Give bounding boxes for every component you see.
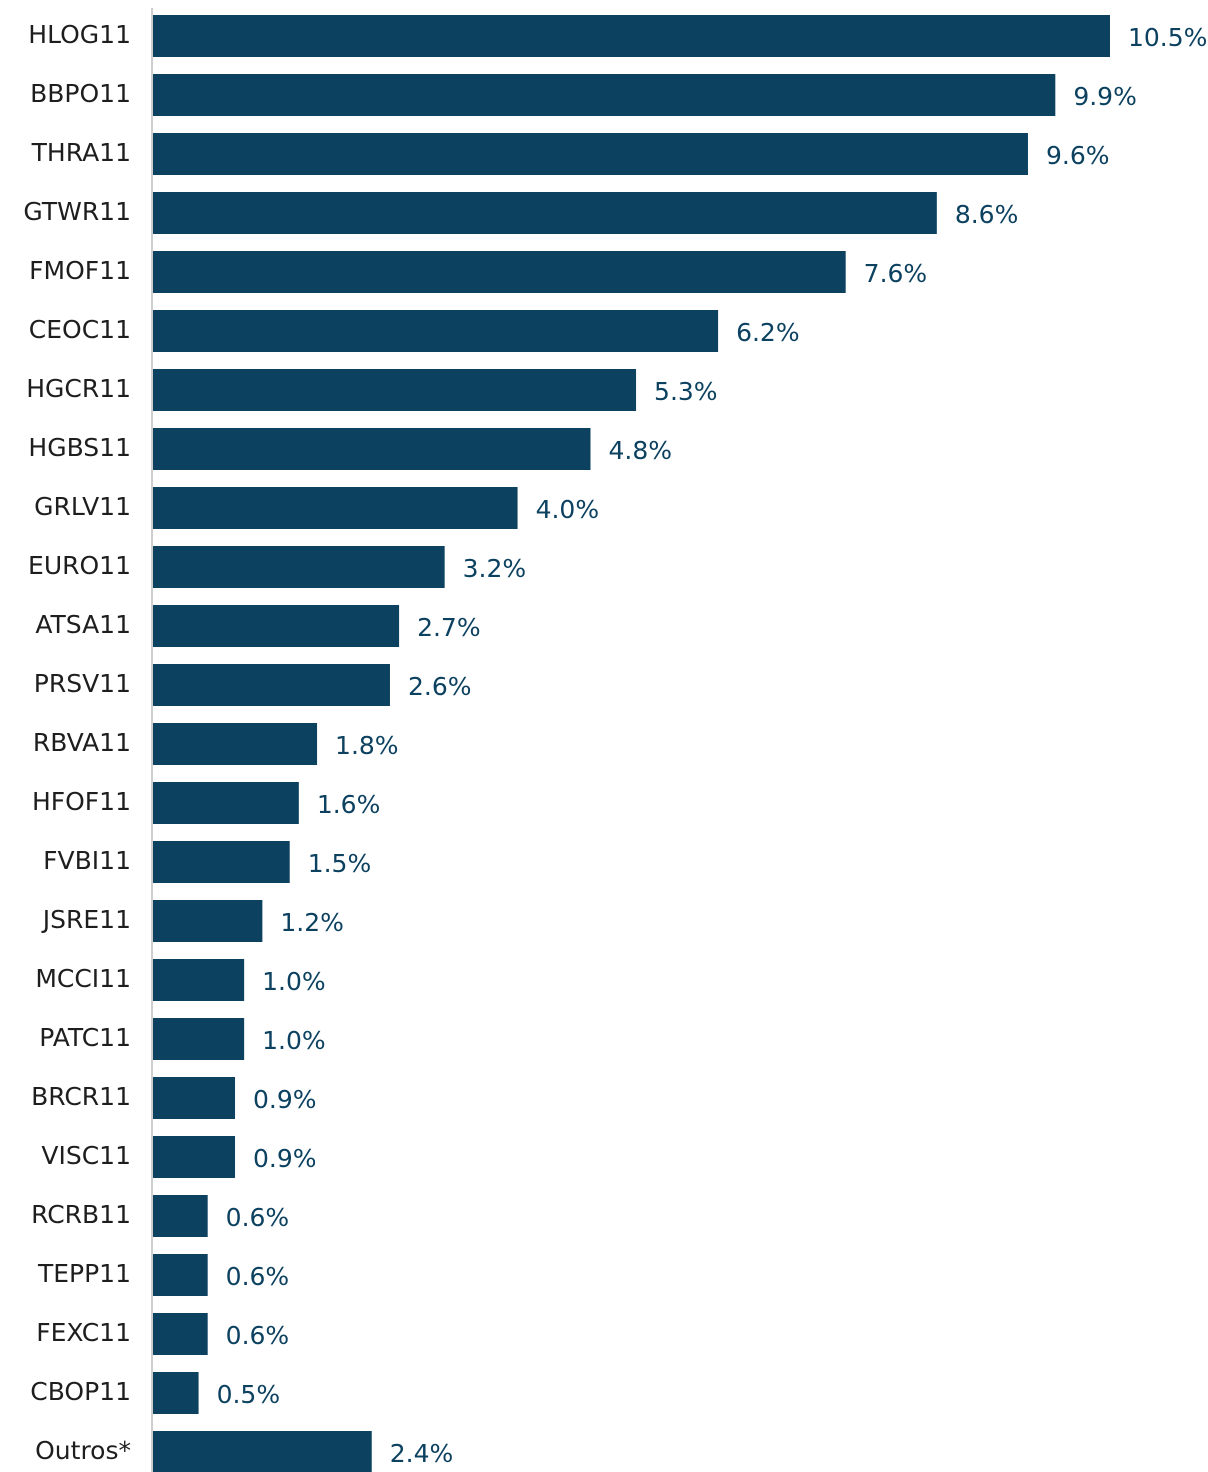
value-label: 6.2% bbox=[736, 318, 800, 347]
bar bbox=[153, 959, 245, 1001]
value-label: 0.9% bbox=[253, 1085, 317, 1114]
bar bbox=[153, 369, 637, 411]
category-label: FVBI11 bbox=[43, 846, 131, 875]
category-label: CEOC11 bbox=[29, 315, 131, 344]
category-label: PATC11 bbox=[39, 1023, 131, 1052]
category-label: VISC11 bbox=[41, 1141, 131, 1170]
category-label: HFOF11 bbox=[32, 787, 131, 816]
category-label: JSRE11 bbox=[41, 905, 131, 934]
value-label: 0.6% bbox=[226, 1262, 290, 1291]
bar bbox=[153, 487, 518, 529]
bar bbox=[153, 251, 846, 293]
category-label: Outros* bbox=[35, 1436, 131, 1465]
category-label: HGCR11 bbox=[26, 374, 131, 403]
value-label: 0.6% bbox=[226, 1203, 290, 1232]
category-label: FMOF11 bbox=[29, 256, 131, 285]
value-label: 0.6% bbox=[226, 1321, 290, 1350]
bar bbox=[153, 1372, 199, 1414]
bar bbox=[153, 310, 719, 352]
category-label: GTWR11 bbox=[23, 197, 131, 226]
bar bbox=[153, 74, 1056, 116]
value-label: 8.6% bbox=[955, 200, 1019, 229]
category-label: PRSV11 bbox=[34, 669, 131, 698]
bar bbox=[153, 1254, 208, 1296]
bar bbox=[153, 1077, 236, 1119]
bar bbox=[153, 1195, 208, 1237]
value-label: 9.9% bbox=[1073, 82, 1137, 111]
value-label: 4.8% bbox=[608, 436, 672, 465]
bar bbox=[153, 664, 390, 706]
category-label: HGBS11 bbox=[28, 433, 131, 462]
category-label: RCRB11 bbox=[31, 1200, 131, 1229]
value-label: 3.2% bbox=[463, 554, 527, 583]
category-label: RBVA11 bbox=[33, 728, 131, 757]
category-label: GRLV11 bbox=[34, 492, 131, 521]
value-label: 5.3% bbox=[654, 377, 718, 406]
value-label: 1.0% bbox=[262, 967, 326, 996]
value-label: 1.0% bbox=[262, 1026, 326, 1055]
bar bbox=[153, 428, 591, 470]
bar bbox=[153, 841, 290, 883]
value-label: 2.6% bbox=[408, 672, 472, 701]
category-label: BBPO11 bbox=[30, 79, 131, 108]
bar bbox=[153, 133, 1028, 175]
value-label: 1.2% bbox=[280, 908, 344, 937]
value-label: 0.5% bbox=[217, 1380, 281, 1409]
bar bbox=[153, 546, 445, 588]
bar bbox=[153, 605, 400, 647]
value-label: 4.0% bbox=[536, 495, 600, 524]
bar bbox=[153, 723, 318, 765]
bar bbox=[153, 1136, 236, 1178]
value-label: 1.6% bbox=[317, 790, 381, 819]
bar bbox=[153, 1431, 372, 1472]
category-label: MCCI11 bbox=[35, 964, 131, 993]
value-label: 0.9% bbox=[253, 1144, 317, 1173]
value-label: 7.6% bbox=[864, 259, 928, 288]
category-label: THRA11 bbox=[31, 138, 131, 167]
value-label: 2.7% bbox=[417, 613, 481, 642]
bar bbox=[153, 782, 299, 824]
bar bbox=[153, 1313, 208, 1355]
bar bbox=[153, 15, 1110, 57]
value-label: 1.5% bbox=[308, 849, 372, 878]
bar bbox=[153, 1018, 245, 1060]
category-label: HLOG11 bbox=[28, 20, 131, 49]
category-label: TEPP11 bbox=[37, 1259, 131, 1288]
bar bbox=[153, 900, 263, 942]
value-label: 2.4% bbox=[390, 1439, 454, 1468]
bar bbox=[153, 192, 937, 234]
value-label: 1.8% bbox=[335, 731, 399, 760]
category-label: EURO11 bbox=[28, 551, 131, 580]
category-label: ATSA11 bbox=[35, 610, 131, 639]
category-label: CBOP11 bbox=[30, 1377, 131, 1406]
category-label: BRCR11 bbox=[31, 1082, 131, 1111]
category-label: FEXC11 bbox=[36, 1318, 131, 1347]
value-label: 9.6% bbox=[1046, 141, 1110, 170]
value-label: 10.5% bbox=[1128, 23, 1207, 52]
